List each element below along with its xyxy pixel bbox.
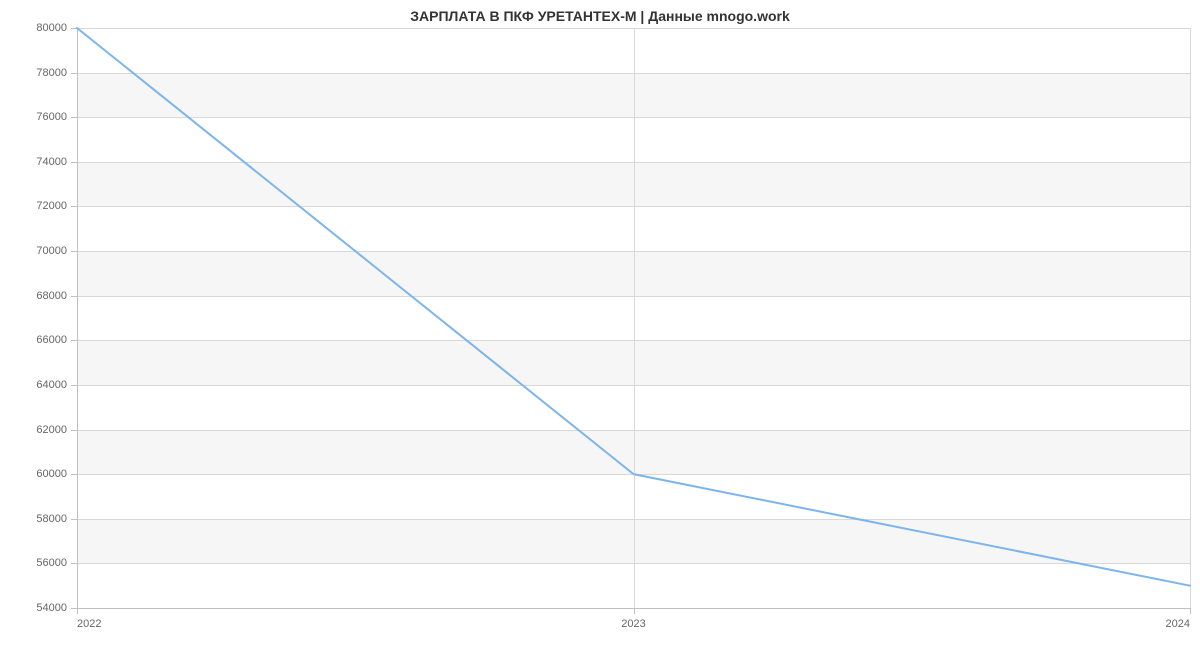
y-axis-label: 76000: [23, 111, 67, 123]
y-axis-label: 80000: [23, 22, 67, 34]
x-axis-label: 2023: [621, 618, 645, 630]
y-axis-label: 68000: [23, 290, 67, 302]
y-axis-label: 74000: [23, 156, 67, 168]
x-axis-label: 2024: [1166, 618, 1190, 630]
plot-area: 5400056000580006000062000640006600068000…: [77, 28, 1190, 608]
y-axis-label: 64000: [23, 379, 67, 391]
series-line-salary: [77, 28, 1190, 586]
y-axis-label: 56000: [23, 557, 67, 569]
y-axis-label: 58000: [23, 513, 67, 525]
x-tickmark: [1190, 608, 1191, 614]
y-axis-label: 62000: [23, 424, 67, 436]
x-axis-line: [77, 608, 1190, 609]
salary-chart: ЗАРПЛАТА В ПКФ УРЕТАНТЕХ-М | Данные mnog…: [0, 0, 1200, 650]
y-axis-label: 72000: [23, 200, 67, 212]
x-axis-label: 2022: [77, 618, 101, 630]
y-axis-label: 66000: [23, 334, 67, 346]
y-axis-label: 78000: [23, 67, 67, 79]
y-axis-label: 60000: [23, 468, 67, 480]
chart-title: ЗАРПЛАТА В ПКФ УРЕТАНТЕХ-М | Данные mnog…: [0, 8, 1200, 24]
y-axis-label: 70000: [23, 245, 67, 257]
y-axis-label: 54000: [23, 602, 67, 614]
line-layer: [77, 28, 1190, 608]
x-gridline: [1190, 28, 1191, 608]
